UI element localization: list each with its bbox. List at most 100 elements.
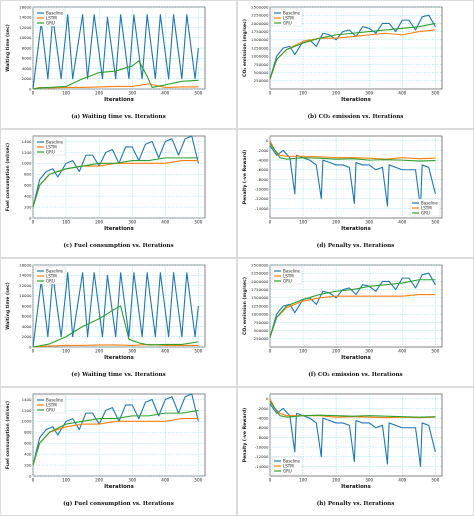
y-tick-label: 2000: [22, 334, 32, 339]
x-axis-label: Iterations: [104, 226, 134, 232]
x-tick-label: 300: [365, 478, 373, 483]
series-line-baseline: [269, 403, 436, 467]
panel-frame: [0, 258, 237, 387]
series-line-lstm: [32, 343, 199, 348]
legend-label: LSTM: [283, 273, 294, 278]
y-tick-label: 1400: [22, 397, 32, 402]
y-tick-label: -10000: [255, 444, 269, 449]
x-tick-label: 400: [161, 349, 169, 354]
x-tick-label: 0: [32, 478, 35, 483]
chart-svg: 0 100 200 300 400 500 0 200 400 600 800 1000 1200 140…: [5, 393, 206, 490]
y-tick-label: 2500000: [251, 4, 269, 9]
x-tick-label: 0: [269, 349, 272, 354]
x-tick-label: 300: [365, 91, 373, 96]
y-tick-label: -2000: [257, 406, 269, 411]
y-tick-label: 0: [29, 215, 32, 220]
series-line-baseline: [32, 393, 199, 466]
y-tick-label: -6000: [257, 167, 269, 172]
legend-label: Baseline: [46, 397, 63, 402]
y-tick-label: -14000: [255, 206, 269, 211]
y-tick-label: -6000: [257, 425, 269, 430]
panel-caption: (e) Waiting time vs. Iterations: [71, 372, 166, 378]
x-tick-label: 400: [398, 478, 406, 483]
y-tick-label: 16000: [19, 262, 32, 267]
y-tick-label: 1400: [22, 139, 32, 144]
x-axis-label: Iterations: [341, 97, 371, 103]
chart-svg: 0 100 200 300 400 500 -14000 -12000 -10000 -8000 -…: [242, 135, 443, 232]
chart-svg: 0 100 200 300 400 500 0 200 400 600 800 1000 1200 140…: [5, 135, 206, 232]
x-tick-label: 400: [161, 91, 169, 96]
x-tick-label: 300: [128, 478, 136, 483]
series-line-baseline: [32, 14, 199, 90]
y-tick-label: 0: [29, 86, 32, 91]
chart-svg: 0 100 200 300 400 500 250000 500000 750000 100000…: [242, 4, 443, 103]
legend-label: Baseline: [283, 10, 300, 15]
x-tick-label: 100: [62, 478, 70, 483]
y-tick-label: 12000: [19, 283, 32, 288]
y-tick-label: 2000: [22, 76, 32, 81]
y-tick-label: -12000: [255, 196, 269, 201]
series-line-baseline: [32, 135, 199, 208]
y-tick-label: -14000: [255, 464, 269, 469]
x-tick-label: 300: [365, 349, 373, 354]
y-tick-label: 8000: [22, 303, 32, 308]
chart-panel: 0 100 200 300 400 500 250000 500000 750000 100000…: [237, 258, 474, 387]
panel-caption: (b) CO₂ emission vs. Iterations: [307, 114, 404, 120]
panel-caption: (g) Fuel consumption vs. Iterations: [63, 501, 174, 507]
panel-caption: (a) Waiting time vs. Iterations: [71, 114, 166, 120]
x-tick-label: 300: [365, 220, 373, 225]
series-line-gru: [32, 157, 199, 208]
series-line-baseline: [32, 272, 199, 348]
x-axis-label: Iterations: [104, 97, 134, 103]
y-tick-label: 1750000: [251, 287, 269, 292]
panel-caption: (f) CO₂ emission vs. Iterations: [308, 372, 403, 378]
y-tick-label: 14000: [19, 273, 32, 278]
y-tick-label: 600: [24, 183, 32, 188]
chart-svg: 0 100 200 300 400 500 250000 500000 750000 100000…: [242, 262, 443, 361]
y-tick-label: -4000: [257, 158, 269, 163]
y-tick-label: 4000: [22, 66, 32, 71]
y-tick-label: 2000000: [251, 21, 269, 26]
legend-label: GRU: [46, 407, 55, 412]
x-tick-label: 300: [128, 91, 136, 96]
y-tick-label: 800: [24, 172, 32, 177]
y-axis-label: Waiting time (sec): [5, 282, 11, 330]
x-tick-label: 500: [431, 91, 439, 96]
x-tick-label: 100: [299, 91, 307, 96]
chart-svg: 0 100 200 300 400 500 0 2000 4000 6000 8000 10000 12…: [5, 4, 206, 103]
chart-panel: 0 100 200 300 400 500 250000 500000 750000 100000…: [237, 0, 474, 129]
x-tick-label: 200: [95, 478, 103, 483]
y-tick-label: 1000: [22, 161, 32, 166]
legend-label: LSTM: [283, 15, 294, 20]
y-tick-label: 1500000: [251, 37, 269, 42]
y-tick-label: 1000: [22, 419, 32, 424]
chart-panel: 0 100 200 300 400 500 -14000 -12000 -10000 -8000 -…: [237, 387, 474, 516]
y-tick-label: 500000: [254, 328, 269, 333]
chart-panel: 0 100 200 300 400 500 -14000 -12000 -10000 -8000 -…: [237, 129, 474, 258]
panel-caption: (d) Penalty vs. Iterations: [316, 243, 395, 249]
chart-panel: 0 100 200 300 400 500 0 200 400 600 800 1000 1200 140…: [0, 129, 237, 258]
y-tick-label: 200: [24, 204, 32, 209]
legend-label: Baseline: [46, 268, 63, 273]
series-line-gru: [269, 279, 436, 338]
x-tick-label: 200: [332, 220, 340, 225]
y-tick-label: -8000: [257, 435, 269, 440]
legend-label: GRU: [46, 149, 55, 154]
y-tick-label: -2000: [257, 148, 269, 153]
y-tick-label: 1250000: [251, 45, 269, 50]
y-tick-label: 14000: [19, 15, 32, 20]
y-tick-label: 0: [29, 344, 32, 349]
y-tick-label: 250000: [254, 336, 269, 341]
y-tick-label: 6000: [22, 56, 32, 61]
y-tick-label: 1750000: [251, 29, 269, 34]
panel-frame: [0, 0, 237, 129]
y-tick-label: 500000: [254, 70, 269, 75]
legend-label: Baseline: [283, 268, 300, 273]
x-axis-label: Iterations: [341, 355, 371, 361]
series-line-gru: [269, 400, 436, 418]
legend-label: LSTM: [46, 144, 57, 149]
y-tick-label: 2250000: [251, 271, 269, 276]
y-tick-label: 200: [24, 462, 32, 467]
y-axis-label: Fuel consumption (ml/sec): [5, 401, 11, 469]
x-tick-label: 100: [62, 349, 70, 354]
